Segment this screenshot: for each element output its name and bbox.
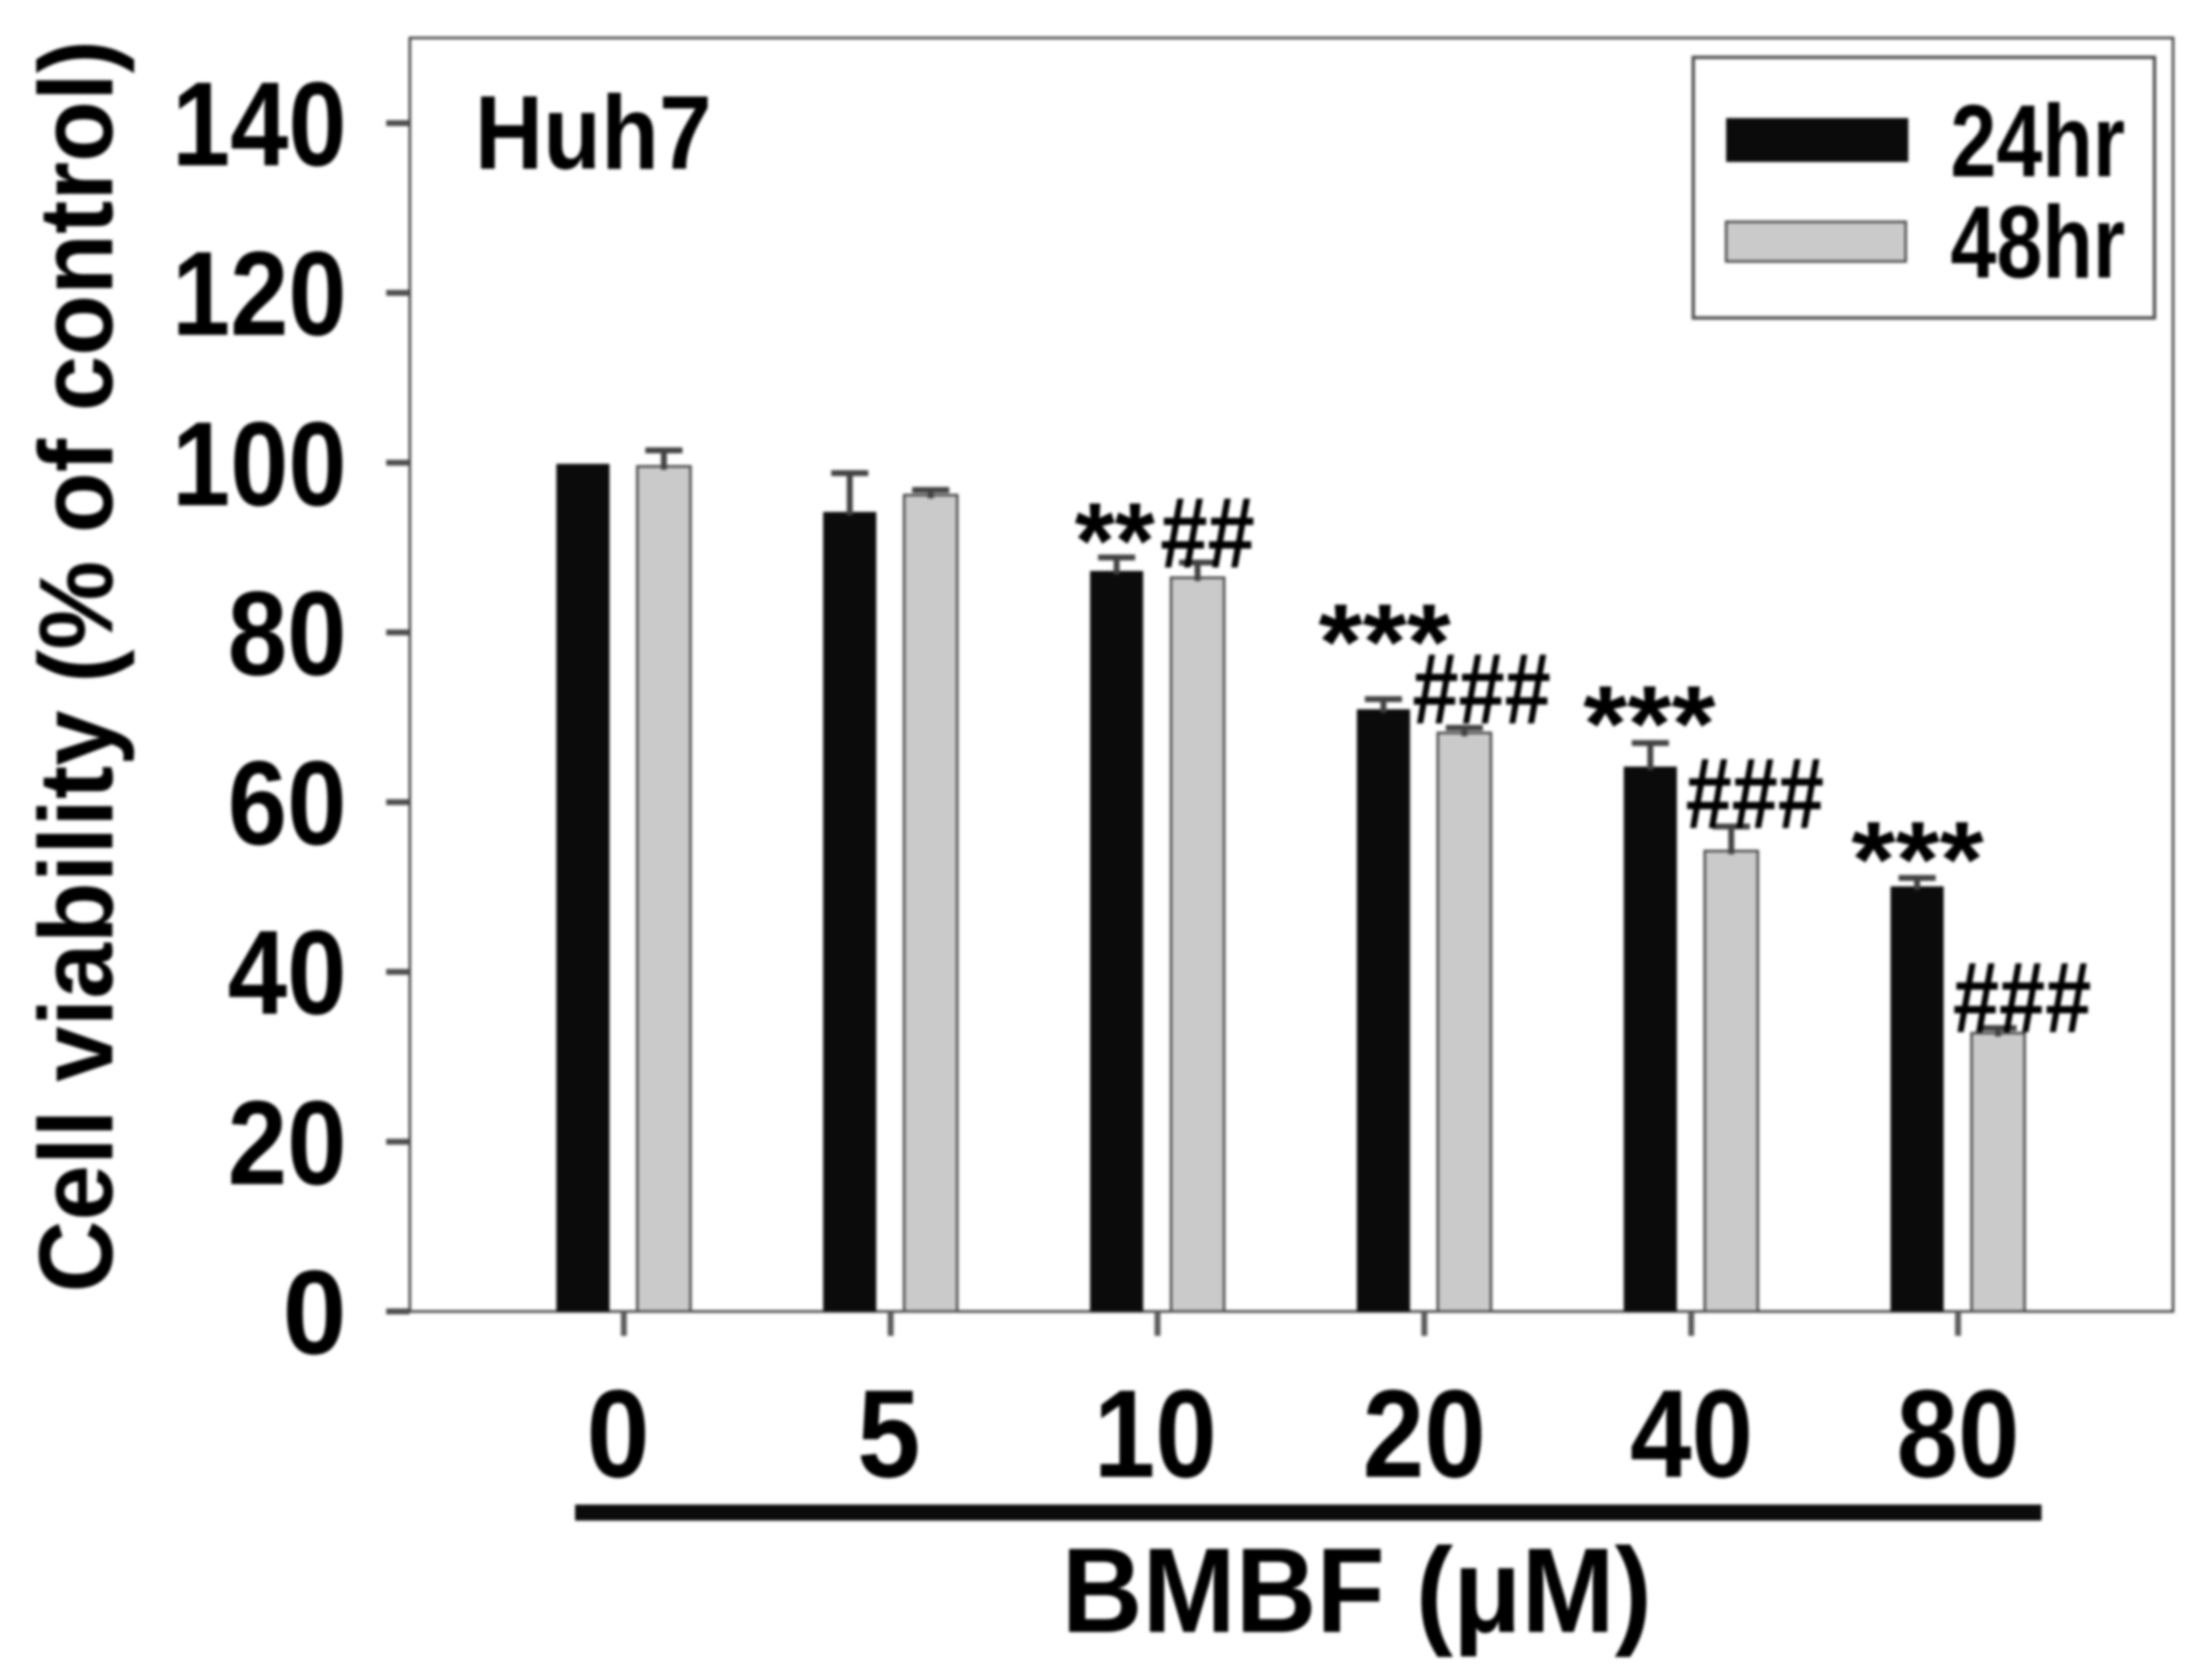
svg-text:48hr: 48hr — [1950, 185, 2125, 299]
svg-text:140: 140 — [172, 57, 347, 191]
svg-text:5: 5 — [858, 1365, 921, 1504]
svg-text:***: *** — [1319, 582, 1451, 703]
svg-text:100: 100 — [172, 397, 347, 531]
svg-text:80: 80 — [1896, 1365, 2020, 1504]
svg-text:40: 40 — [228, 906, 347, 1040]
svg-text:120: 120 — [172, 227, 347, 361]
svg-text:20: 20 — [1363, 1365, 1486, 1504]
svg-text:10: 10 — [1094, 1365, 1217, 1504]
svg-text:###: ### — [1686, 737, 1824, 850]
svg-text:***: *** — [1852, 800, 1984, 920]
svg-text:##: ## — [1160, 477, 1255, 590]
svg-text:***: *** — [1584, 664, 1716, 784]
svg-text:80: 80 — [228, 567, 347, 701]
svg-text:60: 60 — [228, 736, 347, 870]
svg-text:BMBF (μM): BMBF (μM) — [1062, 1524, 1652, 1658]
svg-text:###: ### — [1412, 633, 1551, 746]
svg-text:Huh7: Huh7 — [475, 75, 712, 191]
svg-text:0: 0 — [587, 1365, 650, 1504]
svg-text:Cell viability (% of control): Cell viability (% of control) — [19, 40, 135, 1293]
svg-text:24hr: 24hr — [1950, 83, 2125, 198]
svg-text:20: 20 — [228, 1076, 347, 1210]
svg-text:40: 40 — [1630, 1365, 1753, 1504]
svg-text:0: 0 — [282, 1246, 347, 1380]
svg-text:**: ** — [1075, 481, 1155, 601]
svg-text:###: ### — [1953, 941, 2091, 1054]
